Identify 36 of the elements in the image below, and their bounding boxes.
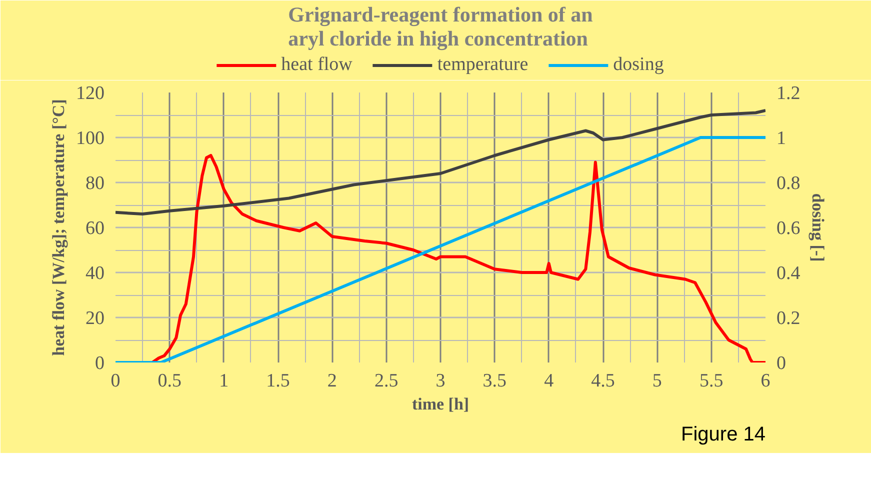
y2-tick-label: 0.4 bbox=[776, 263, 801, 284]
x-tick-label: 1.5 bbox=[266, 370, 290, 392]
caption: Figure 14 bbox=[681, 424, 766, 446]
y-tick-label: 60 bbox=[86, 218, 104, 239]
y2-tick-label: 0.6 bbox=[776, 218, 800, 239]
x-tick-label: 3 bbox=[436, 370, 446, 392]
line-series bbox=[116, 109, 766, 216]
x-axis-title: time [h] bbox=[412, 394, 470, 414]
x-tick-label: 5 bbox=[652, 370, 662, 392]
x-tick-label: 5.5 bbox=[699, 370, 724, 392]
y-tick-label: 40 bbox=[86, 263, 104, 284]
x-tick-label: 4 bbox=[544, 370, 554, 392]
y2-axis-title: dosing [-] bbox=[808, 193, 828, 262]
y2-tick-label: 1 bbox=[776, 128, 786, 149]
y-tick-label: 120 bbox=[76, 83, 104, 104]
x-tick-label: 6 bbox=[760, 370, 770, 392]
y2-tick-label: 1.2 bbox=[776, 83, 800, 104]
y-tick-label: 80 bbox=[86, 173, 104, 194]
x-tick-label: 1 bbox=[219, 370, 229, 392]
y2-tick-label: 0.8 bbox=[776, 173, 800, 194]
x-tick-label: 0 bbox=[110, 370, 120, 392]
x-tick-label: 4.5 bbox=[591, 370, 615, 392]
legend-label: heat flow bbox=[281, 54, 352, 76]
y-tick-label: 20 bbox=[86, 308, 104, 329]
x-tick-label: 0.5 bbox=[158, 370, 182, 392]
chart-title: Grignard-reagent formation of an aryl cloride in high concentration bbox=[288, 2, 594, 50]
x-tick-label: 3.5 bbox=[482, 370, 507, 392]
y2-tick-label: 0.2 bbox=[776, 308, 800, 329]
legend-label: temperature bbox=[437, 54, 528, 76]
y-tick-label: 100 bbox=[76, 128, 104, 149]
x-tick-label: 2.5 bbox=[374, 370, 398, 392]
y-axis-title: heat flow [W/kg]; temperature [°C] bbox=[49, 99, 68, 356]
y-tick-label: 0 bbox=[95, 353, 104, 374]
legend-label: dosing bbox=[613, 54, 664, 76]
y2-tick-label: 0 bbox=[776, 353, 786, 374]
x-tick-label: 2 bbox=[327, 370, 337, 392]
